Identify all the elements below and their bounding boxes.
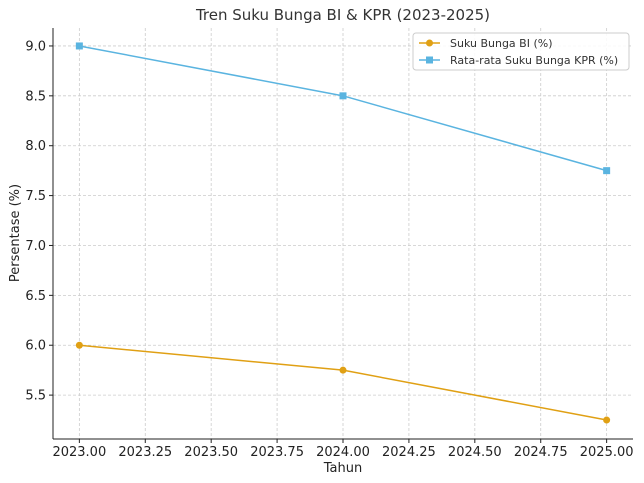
- x-tick-label: 2024.75: [514, 445, 568, 460]
- legend-label: Rata-rata Suku Bunga KPR (%): [450, 54, 618, 67]
- y-tick-label: 7.5: [25, 189, 46, 204]
- x-tick-label: 2023.00: [52, 445, 106, 460]
- y-tick-label: 5.5: [25, 389, 46, 404]
- legend-swatch-marker: [426, 56, 433, 64]
- x-tick-label: 2024.25: [382, 445, 436, 460]
- series-1: [75, 42, 611, 175]
- y-ticks: 5.5 6.0 6.5 7.0 7.5 8.0 8.5 9.0: [25, 39, 53, 404]
- y-tick-label: 8.0: [25, 139, 46, 154]
- series-0: [75, 341, 611, 424]
- y-tick-label: 6.5: [25, 289, 46, 304]
- legend: Suku Bunga BI (%) Rata-rata Suku Bunga KP…: [412, 32, 630, 71]
- y-tick-label: 6.0: [25, 339, 46, 354]
- series-layer: [75, 42, 611, 424]
- x-tick-label: 2023.25: [118, 445, 172, 460]
- legend-box: [412, 32, 630, 71]
- y-axis-label: Persentase (%): [8, 184, 23, 282]
- x-axis-label: Tahun: [323, 461, 362, 476]
- x-tick-label: 2025.00: [580, 445, 634, 460]
- legend-item: Suku Bunga BI (%): [419, 37, 553, 50]
- data-point: [75, 42, 83, 50]
- legend-item: Rata-rata Suku Bunga KPR (%): [419, 54, 618, 67]
- x-tick-label: 2023.75: [250, 445, 304, 460]
- data-point: [603, 167, 611, 175]
- x-tick-label: 2024.00: [316, 445, 370, 460]
- x-tick-label: 2023.50: [184, 445, 238, 460]
- y-tick-label: 9.0: [25, 39, 46, 54]
- y-tick-label: 8.5: [25, 89, 46, 104]
- data-point: [339, 92, 347, 100]
- x-tick-label: 2024.50: [448, 445, 502, 460]
- x-ticks: 2023.00 2023.25 2023.50 2023.75 2024.00 2024.…: [52, 439, 634, 460]
- legend-swatch-marker: [426, 39, 433, 47]
- y-tick-label: 7.0: [25, 239, 46, 254]
- data-point: [75, 341, 83, 349]
- legend-label: Suku Bunga BI (%): [450, 37, 553, 50]
- data-point: [339, 366, 347, 374]
- chart-title: Tren Suku Bunga BI & KPR (2023-2025): [195, 6, 490, 24]
- grid: [53, 28, 633, 439]
- data-point: [603, 416, 611, 424]
